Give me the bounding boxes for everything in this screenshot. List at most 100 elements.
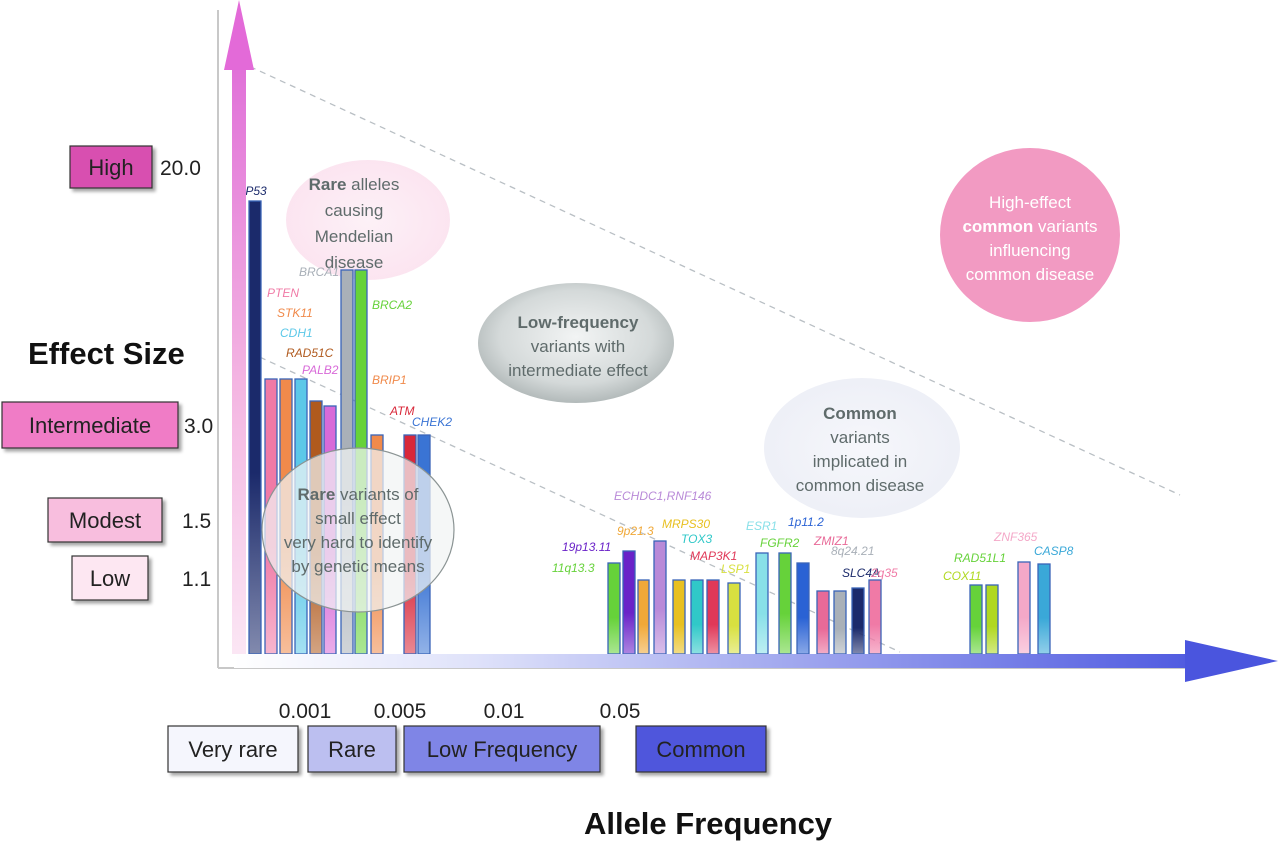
- bar-tox3: [690, 579, 704, 655]
- gene-label-palb2: PALB2: [302, 363, 339, 377]
- region-text-line: implicated in: [813, 452, 908, 471]
- region-text-line: common disease: [796, 476, 925, 495]
- bar-cox11: [985, 584, 999, 655]
- gene-label-brca1: BRCA1: [299, 265, 339, 279]
- bar-19p13-11: [622, 550, 636, 655]
- region-text-line: by genetic means: [291, 557, 424, 576]
- region-text-segment: Rare: [309, 175, 347, 194]
- gene-label-stk11: STK11: [277, 306, 313, 320]
- region-text-segment: influencing: [989, 241, 1070, 260]
- gene-label-2q35: 2q35: [870, 566, 898, 580]
- region-text-line: common variants: [962, 217, 1097, 236]
- effect-level-label: Low: [90, 566, 130, 591]
- region-text-segment: disease: [325, 253, 384, 272]
- bar-tp53: [248, 200, 262, 655]
- gene-label-zmiz1: ZMIZ1: [813, 534, 849, 548]
- region-text-segment: Rare: [298, 485, 336, 504]
- bar-2q35: [868, 579, 882, 655]
- region-text-line: Rare variants of: [298, 485, 419, 504]
- region-text-rare-mendelian: Rare alleles causing Mendelian disease: [309, 175, 400, 272]
- region-text-line: very hard to identify: [284, 533, 433, 552]
- region-text-line: small effect: [315, 509, 401, 528]
- region-text-segment: common disease: [796, 476, 925, 495]
- region-text-line: Common: [823, 404, 897, 423]
- bar-esr1: [755, 552, 769, 655]
- gene-label-znf365: ZNF365: [993, 530, 1038, 544]
- frequency-category-rare: Rare: [307, 725, 397, 773]
- frequency-category-very-rare: Very rare: [167, 725, 299, 773]
- bar-lsp1: [727, 582, 741, 655]
- gene-label-lsp1: LSP1: [721, 562, 750, 576]
- bar-9p21-3: [637, 579, 650, 655]
- region-text-common: Common variants implicated in common diseas…: [796, 404, 925, 495]
- gene-label-echdc1-rnf146: ECHDC1,RNF146: [614, 489, 712, 503]
- region-text-high-effect-common: High-effect common variants influencing com…: [962, 193, 1097, 284]
- gene-label-map3k1: MAP3K1: [690, 549, 737, 563]
- region-text-line: variants: [830, 428, 890, 447]
- frequency-category-label: Rare: [328, 737, 376, 762]
- region-text-line: Rare alleles: [309, 175, 400, 194]
- effect-level-value: 1.5: [182, 510, 211, 533]
- frequency-tick: 0.05: [600, 700, 641, 723]
- region-text-segment: by genetic means: [291, 557, 424, 576]
- x-axis-title: Allele Frequency: [584, 806, 833, 841]
- region-text-line: variants with: [531, 337, 625, 356]
- region-text-segment: Low-frequency: [518, 313, 639, 332]
- bar-11q13-3: [607, 562, 621, 655]
- low-frequency-region: [478, 283, 674, 403]
- region-text-segment: implicated in: [813, 452, 908, 471]
- effect-level-value: 3.0: [184, 415, 213, 438]
- region-text-segment: alleles: [346, 175, 399, 194]
- gene-label-brip1: BRIP1: [372, 373, 407, 387]
- bar-zmiz1: [816, 590, 830, 655]
- region-text-segment: small effect: [315, 509, 401, 528]
- gene-label-atm: ATM: [389, 404, 414, 418]
- gene-label-esr1: ESR1: [746, 519, 777, 533]
- region-text-line: Low-frequency: [518, 313, 639, 332]
- gene-label-rad51l1: RAD51L1: [954, 551, 1006, 565]
- gene-label-fgfr2: FGFR2: [760, 536, 800, 550]
- frequency-tick: 0.005: [374, 700, 427, 723]
- common-region: [764, 378, 960, 518]
- gene-label-slc4a: SLC4A: [842, 566, 880, 580]
- region-text-line: intermediate effect: [508, 361, 648, 380]
- frequency-category-common: Common: [635, 725, 767, 773]
- bar-znf365: [1017, 561, 1031, 655]
- gene-label-8q24-21: 8q24.21: [831, 544, 874, 558]
- region-text-segment: Mendelian: [315, 227, 393, 246]
- frequency-category-label: Low Frequency: [427, 737, 577, 762]
- rare-small-effect-region: [261, 447, 455, 613]
- gene-label-rad51c: RAD51C: [286, 346, 334, 360]
- allele-frequency-arrow: [234, 640, 1278, 682]
- region-labels: Rare alleles causing Mendelian disease Low-f…: [284, 175, 1098, 576]
- gene-label-11q13-3: 11q13.3: [552, 561, 595, 575]
- region-text-low-frequency: Low-frequency variants with intermediate e…: [508, 313, 648, 380]
- gene-label-pten: PTEN: [267, 286, 299, 300]
- frequency-categories: Very rare Rare Low Frequency Common: [167, 725, 767, 773]
- region-text-line: influencing: [989, 241, 1070, 260]
- gene-label-cdh1: CDH1: [280, 326, 313, 340]
- effect-size-levels: High 20.0 Intermediate 3.0 Modest 1.5 Low 1.1: [1, 145, 213, 601]
- effect-level-label: High: [88, 155, 133, 180]
- bar-slc4a: [851, 587, 865, 655]
- frequency-category-label: Very rare: [188, 737, 277, 762]
- region-text-segment: High-effect: [989, 193, 1071, 212]
- region-text-line: causing: [325, 201, 384, 220]
- gene-label-tox3: TOX3: [681, 532, 712, 546]
- bar-echdc1-rnf146: [653, 540, 667, 655]
- region-text-segment: intermediate effect: [508, 361, 648, 380]
- region-text-line: Mendelian: [315, 227, 393, 246]
- frequency-category-label: Common: [656, 737, 745, 762]
- gene-label-19p13-11: 19p13.11: [562, 540, 611, 554]
- gene-label-1p11-2: 1p11.2: [788, 515, 824, 529]
- frequency-category-low-frequency: Low Frequency: [403, 725, 601, 773]
- effect-size-arrow: [224, 0, 254, 654]
- upper-dashed-guide: [239, 61, 1181, 496]
- gene-labels: TP53PTENSTK11CDH1RAD51CPALB2BRCA1BRCA2BR…: [238, 184, 1074, 583]
- effect-level-value: 20.0: [160, 157, 201, 180]
- effect-level-label: Modest: [69, 508, 141, 533]
- effect-level-high: High 20.0: [69, 145, 201, 189]
- bar-casp8: [1037, 563, 1051, 655]
- y-axis-title: Effect Size: [28, 336, 185, 371]
- high-effect-common-region: [940, 148, 1120, 322]
